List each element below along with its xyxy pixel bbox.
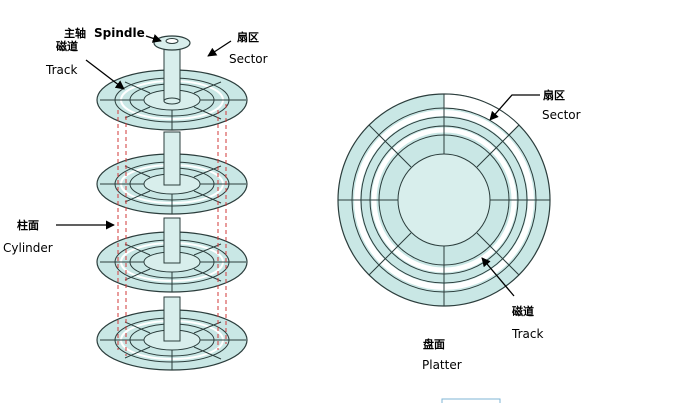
spindle-arrow xyxy=(145,34,162,43)
spindle-label-zh: 主轴 xyxy=(64,26,86,40)
sector-label-en-right: Sector xyxy=(542,108,581,122)
cylinder-label-zh: 柱面 xyxy=(17,218,39,232)
spindle-label-en: Spindle xyxy=(94,26,145,40)
cylinder-dashed-lines xyxy=(117,104,227,356)
sector-label-en-left: Sector xyxy=(229,52,268,66)
track-label-en-left: Track xyxy=(45,63,77,77)
track-label-en-right: Track xyxy=(511,327,543,341)
platter-label-zh: 盘面 xyxy=(423,337,445,351)
sector-arrow-right xyxy=(489,94,540,121)
platter-stack xyxy=(96,35,248,371)
track-label-zh-left: 磁道 xyxy=(56,39,78,53)
left-arrows xyxy=(56,34,232,230)
track-arrow-right xyxy=(481,257,515,297)
spindle xyxy=(153,35,191,105)
sector-arrow-left xyxy=(207,40,232,57)
right-arrows xyxy=(481,94,540,297)
platter-top-view xyxy=(337,93,551,307)
track-label-zh-right: 磁道 xyxy=(512,304,534,318)
track-arrow-left xyxy=(85,59,125,90)
sector-label-zh-left: 扇区 xyxy=(237,30,259,44)
bottom-edge-fragment xyxy=(441,398,501,403)
sector-label-zh-right: 扇区 xyxy=(543,88,565,102)
platter-label-en: Platter xyxy=(422,358,462,372)
cylinder-label-en: Cylinder xyxy=(3,241,53,255)
